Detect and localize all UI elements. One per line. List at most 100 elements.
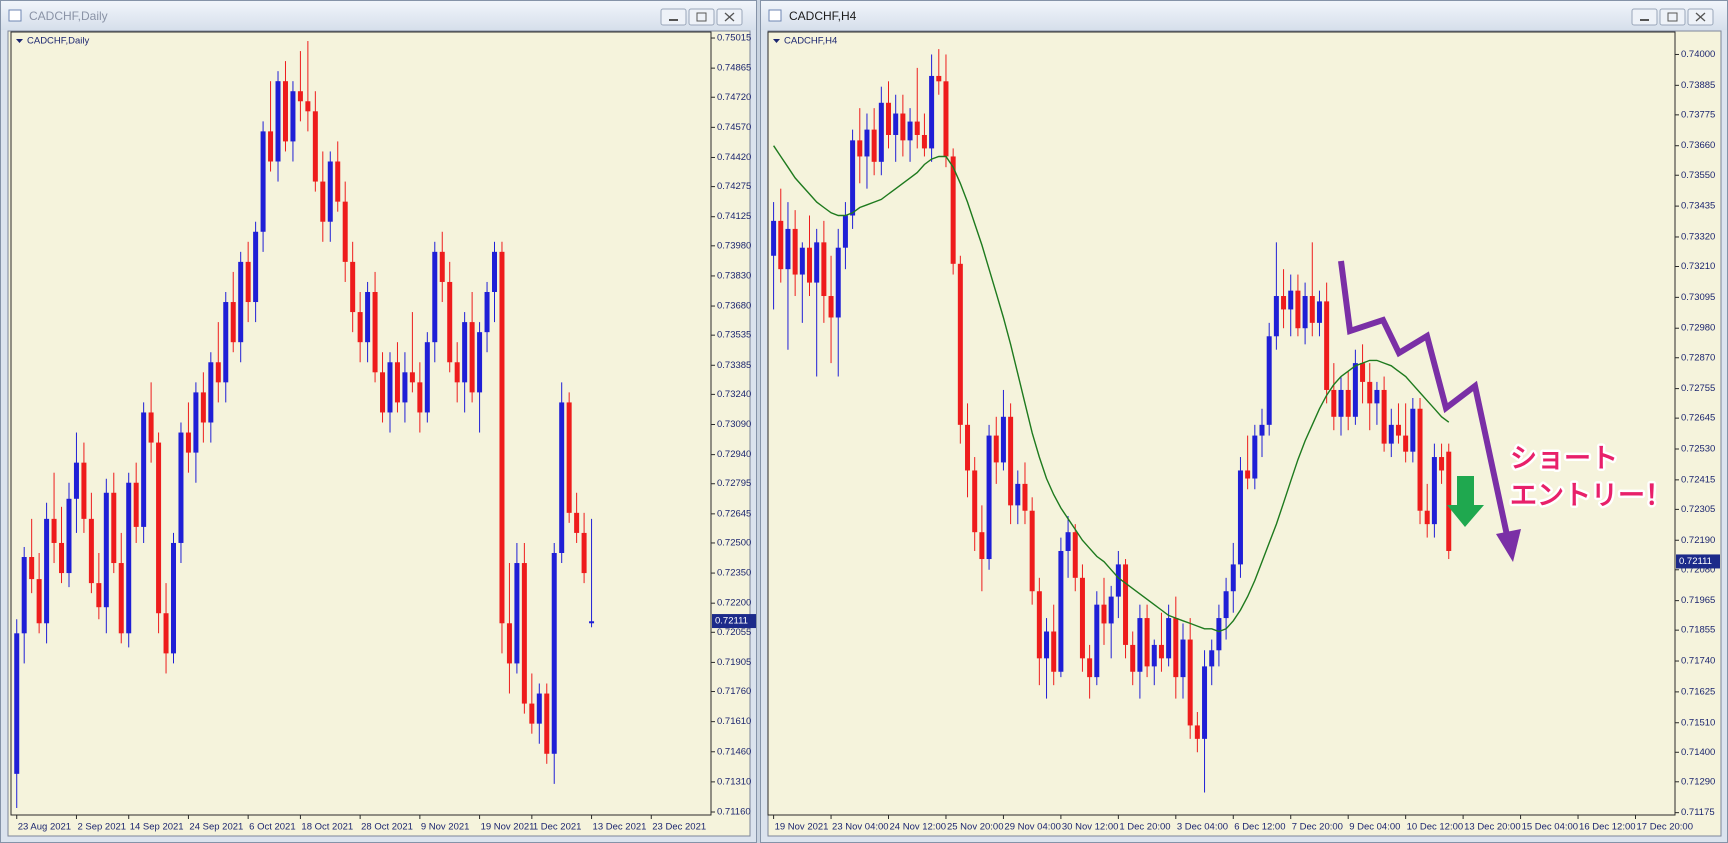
window-restore-button[interactable] [1659,8,1686,26]
candle-body [1008,416,1014,506]
x-tick-label: 13 Dec 20:00 [1464,822,1521,833]
candle-body [73,462,79,499]
candle-body [402,372,408,403]
plot-frame [10,31,712,816]
candle-body [1079,577,1085,659]
candle-body [238,261,244,343]
candle-body [936,75,942,82]
window-minimize-button[interactable] [1631,8,1658,26]
y-tick-label: 0.71400 [1681,747,1715,758]
trend-arrow [1338,260,1511,541]
y-tick-label: 0.74570 [717,122,751,133]
x-tick-label: 3 Dec 04:00 [1177,822,1228,833]
chart-panel [7,30,751,837]
candle-body [1051,631,1057,672]
y-tick-label: 0.73885 [1681,80,1715,91]
candle-body [1309,296,1315,323]
candle-body [1065,532,1071,551]
candle-body [566,402,572,513]
candle-body [387,362,393,413]
candle-body [914,121,920,135]
candle-body [842,215,848,248]
candle-body [828,296,834,318]
y-tick-label: 0.71965 [1681,595,1715,606]
annotation-line: ショート [1510,444,1618,475]
candle-body [957,263,963,425]
candle-body [148,412,154,443]
x-tick-label: 24 Sep 2021 [189,822,243,833]
candle-body [1403,435,1409,452]
symbol-menu-arrow[interactable] [773,39,780,43]
candle-body [133,482,139,527]
candle-body [1281,296,1287,310]
window-minimize-button[interactable] [660,8,687,26]
candle-body [141,412,147,527]
y-tick-label: 0.73535 [717,330,751,341]
candle-body [305,101,311,112]
candle-body [424,342,430,413]
candle-body [1360,363,1366,382]
candle-body [253,231,259,303]
candle-body [1331,389,1337,417]
candle-body [447,281,453,363]
x-tick-label: 9 Nov 2021 [421,822,470,833]
y-tick-label: 0.72350 [717,568,751,579]
candle-body [589,621,595,624]
x-tick-label: 17 Dec 20:00 [1636,822,1693,833]
button-glyph [1640,19,1649,21]
candle-body [871,129,877,162]
y-tick-label: 0.72645 [1681,413,1715,424]
candle-body [96,583,102,608]
candle-body [1130,644,1136,672]
candle-body [59,542,65,574]
candle-body [1094,604,1100,678]
candle-body [544,693,550,754]
candle-body [857,140,863,157]
candle-body [342,201,348,262]
candle-body [1295,290,1301,329]
candle-body [893,113,899,135]
candle-body [814,242,820,283]
candle-body [850,140,856,216]
candle-body [1144,618,1150,667]
candle-body [193,392,199,453]
candle-body [1202,666,1208,739]
title-bar [1,1,756,30]
symbol-menu-arrow[interactable] [16,39,23,43]
candle-body [81,462,87,519]
candle-body [1252,435,1258,479]
y-tick-label: 0.72190 [1681,535,1715,546]
candle-body [907,121,913,141]
candle-body [111,492,117,564]
window-icon [8,9,22,22]
candle-body [1036,591,1042,659]
candle-body [514,563,520,664]
candle-body [1216,618,1222,651]
candle-body [972,470,978,533]
candle-body [454,362,460,383]
candle-body [394,362,400,403]
candle-body [1044,631,1050,659]
candle-body [581,532,587,574]
candle-body [103,492,109,608]
candle-body [171,542,177,654]
candle-body [1367,381,1373,404]
x-tick-label: 1 Dec 20:00 [1119,822,1170,833]
candle-body [462,322,468,383]
candle-body [1388,424,1394,444]
candle-body [350,261,356,313]
y-tick-label: 0.71740 [1681,656,1715,667]
candle-body [365,291,371,343]
x-tick-label: 19 Nov 2021 [481,822,535,833]
candle-body [921,134,927,149]
candle-body [1194,725,1200,739]
candle-body [477,332,483,393]
candle-body [126,482,132,634]
y-tick-label: 0.71610 [717,716,751,727]
candle-body [1058,550,1064,672]
x-tick-label: 25 Nov 20:00 [947,822,1004,833]
y-tick-label: 0.74420 [717,152,751,163]
window-restore-button[interactable] [688,8,715,26]
button-glyph [696,12,707,22]
